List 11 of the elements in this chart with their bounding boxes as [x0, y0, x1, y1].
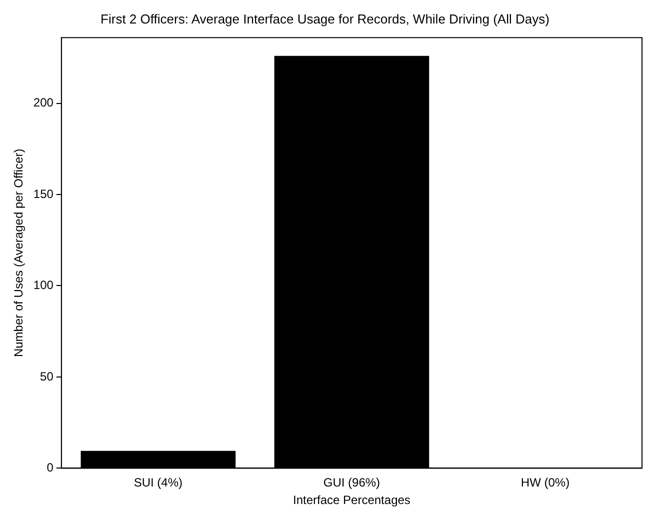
x-tick-label: HW (0%) [520, 476, 570, 490]
y-tick-label: 0 [46, 460, 54, 475]
x-tick-label: GUI (96%) [323, 476, 380, 490]
x-axis-title: Interface Percentages [293, 493, 410, 508]
y-axis-title: Number of Uses (Averaged per Officer) [12, 148, 26, 358]
chart-title: First 2 Officers: Average Interface Usage for Records, While Driving (All Days) [100, 11, 550, 26]
y-tick-label: 150 [33, 186, 54, 201]
y-tick-label: 200 [33, 96, 54, 110]
y-tick-label: 100 [33, 278, 54, 292]
y-tick-label: 50 [40, 369, 54, 384]
x-tick-label: SUI (4%) [134, 476, 183, 490]
